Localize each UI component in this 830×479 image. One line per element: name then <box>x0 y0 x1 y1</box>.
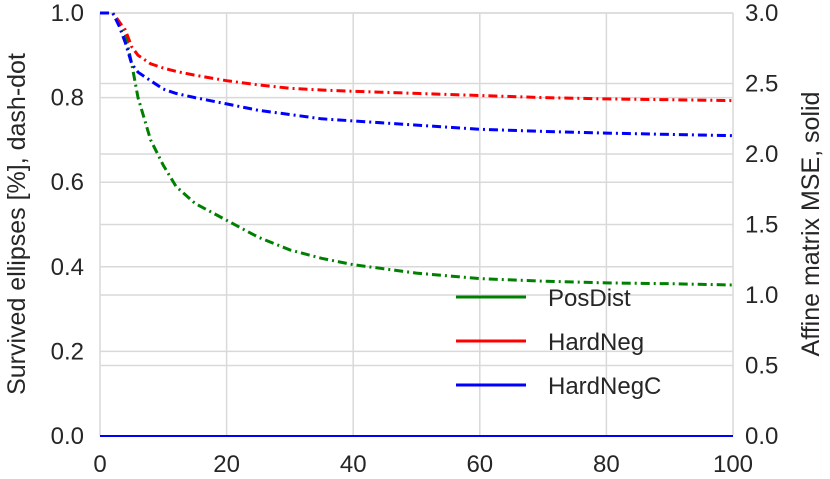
y-right-tick-label: 2.5 <box>745 71 778 98</box>
legend-label: HardNegC <box>548 373 661 400</box>
y-right-tick-label: 0.5 <box>745 353 778 380</box>
x-tick-label: 20 <box>213 451 240 478</box>
y-right-tick-label: 2.0 <box>745 141 778 168</box>
y-left-tick-label: 0.6 <box>51 169 84 196</box>
y-left-tick-label: 0.2 <box>51 338 84 365</box>
y-left-tick-label: 1.0 <box>51 0 84 27</box>
y-left-tick-label: 0.0 <box>51 423 84 450</box>
y-left-tick-label: 0.8 <box>51 85 84 112</box>
tick-layer: 0 20 40 60 80 1000.00.20.40.60.81.00.00.51.01… <box>51 0 779 478</box>
x-tick-label: 60 <box>466 451 493 478</box>
y-left-tick-label: 0.4 <box>51 254 84 281</box>
series-line-survived-posdist <box>100 11 734 287</box>
y-right-tick-label: 1.5 <box>745 212 778 239</box>
x-tick-label: 0 <box>93 451 106 478</box>
y-right-tick-label: 1.0 <box>745 282 778 309</box>
series-layer <box>100 11 734 437</box>
x-tick-label: 80 <box>593 451 620 478</box>
x-tick-label: 40 <box>340 451 367 478</box>
legend-label: PosDist <box>548 285 631 312</box>
series-line-survived-hardnegc <box>100 11 734 138</box>
y-axis-right-label: Affine matrix MSE, solid <box>797 92 825 357</box>
series-line-survived-hardneg <box>100 11 734 103</box>
legend-label: HardNeg <box>548 329 644 356</box>
x-tick-label: 100 <box>713 451 753 478</box>
y-right-tick-label: 3.0 <box>745 0 778 27</box>
y-axis-left-label: Survived ellipses [%], dash-dot <box>3 53 31 395</box>
legend: PosDist HardNeg HardNegC <box>456 285 661 400</box>
y-right-tick-label: 0.0 <box>745 423 778 450</box>
